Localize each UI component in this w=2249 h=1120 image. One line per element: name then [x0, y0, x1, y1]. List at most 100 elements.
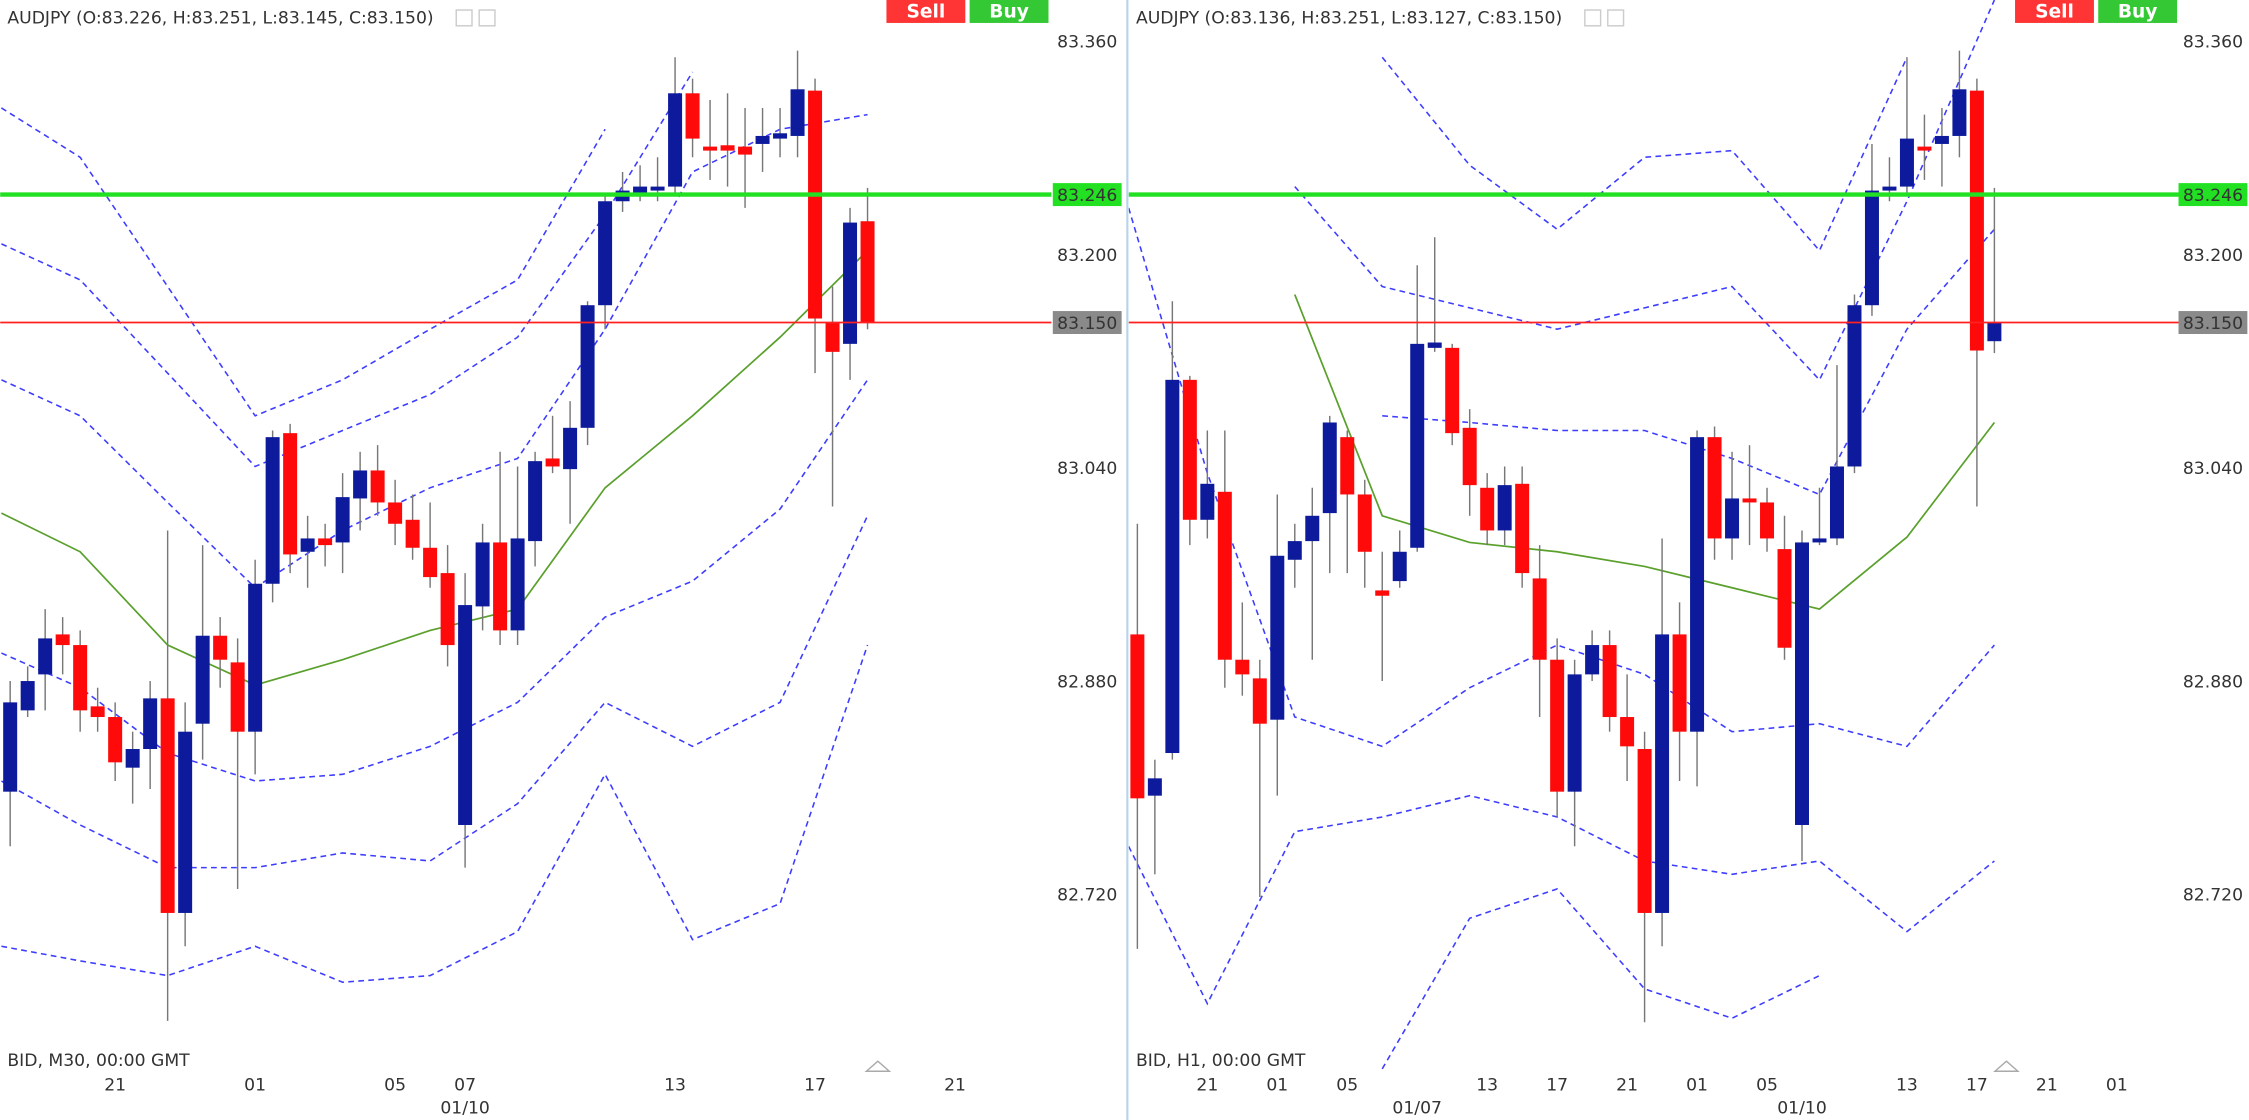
- candle-body: [1934, 135, 1949, 144]
- candle-body: [668, 93, 683, 187]
- candle-body: [1235, 659, 1250, 675]
- candle-body: [773, 133, 788, 139]
- trade-button[interactable]: [2098, 0, 2178, 23]
- x-date-label: 01/10: [440, 1099, 490, 1119]
- candle-body: [685, 93, 700, 139]
- trade-button-label[interactable]: Sell: [906, 2, 945, 23]
- title-icon: [455, 9, 473, 27]
- y-tick-label: 82.720: [2183, 886, 2243, 906]
- band-line: [1, 113, 868, 589]
- candle-body: [20, 681, 35, 711]
- x-tick-label: 21: [2036, 1076, 2058, 1096]
- candle-body: [1812, 538, 1827, 543]
- candle-body: [1952, 89, 1967, 136]
- candle-body: [1777, 549, 1792, 648]
- candle-body: [1515, 483, 1530, 574]
- candle-body: [38, 638, 53, 675]
- candle-body: [388, 502, 403, 524]
- x-tick-label: 01: [1266, 1076, 1288, 1096]
- candle-body: [1532, 578, 1547, 660]
- trade-button[interactable]: [969, 0, 1049, 23]
- x-tick-label: 17: [1966, 1076, 1988, 1096]
- band-line: [1, 379, 869, 782]
- candle-body: [108, 717, 123, 763]
- candle-body: [720, 145, 735, 151]
- price-tag-label: 83.150: [2183, 314, 2243, 334]
- price-tag: [1052, 183, 1122, 207]
- candle-body: [55, 634, 70, 646]
- candle-body: [248, 583, 263, 732]
- candle-body: [1130, 634, 1145, 799]
- candle-body: [1462, 427, 1477, 486]
- trade-button-label[interactable]: Sell: [2035, 2, 2074, 23]
- candle-body: [213, 635, 228, 660]
- chart-footer: BID, H1, 00:00 GMT: [1136, 1051, 1306, 1071]
- candle-body: [370, 470, 385, 503]
- band-line: [0, 107, 606, 417]
- chart-title: AUDJPY (O:83.226, H:83.251, L:83.145, C:…: [7, 9, 433, 29]
- scroll-marker: [864, 1060, 892, 1072]
- candle-body: [1567, 674, 1582, 792]
- price-tag-label: 83.150: [1057, 314, 1117, 334]
- chart-panel: 83.246 83.150 83.360 83.200 83.040 82.880 82.7…: [1128, 0, 2248, 1119]
- x-tick-label: 05: [384, 1076, 406, 1096]
- price-tag: [2178, 183, 2248, 207]
- trade-button-label[interactable]: Buy: [989, 2, 1029, 23]
- candle-body: [790, 89, 805, 136]
- trade-button-label[interactable]: Buy: [2118, 2, 2158, 23]
- candle-body: [1725, 498, 1740, 539]
- candle-body: [1585, 645, 1600, 675]
- candle-body: [1760, 502, 1775, 539]
- x-tick-label: 21: [104, 1076, 126, 1096]
- x-tick-label: 17: [804, 1076, 826, 1096]
- title-icon: [1584, 9, 1602, 27]
- candle-body: [598, 201, 613, 306]
- candle-body: [1410, 343, 1425, 548]
- y-tick-label: 82.880: [1057, 672, 1117, 692]
- trade-button[interactable]: [886, 0, 966, 23]
- candle-body: [1742, 498, 1757, 503]
- candle-body: [125, 749, 140, 768]
- candle-body: [1182, 379, 1197, 520]
- candle-body: [1427, 342, 1442, 348]
- plot-area: [1128, 0, 2002, 1070]
- candle-body: [335, 497, 350, 543]
- candle-body: [545, 458, 560, 467]
- candle-body: [1899, 138, 1914, 187]
- trade-button[interactable]: [2015, 0, 2094, 23]
- candle-body: [1200, 483, 1215, 520]
- candle-body: [1620, 717, 1635, 747]
- candle-body: [1217, 491, 1232, 660]
- candle-body: [860, 221, 875, 323]
- candle-body: [1917, 146, 1932, 151]
- candle-body: [1655, 634, 1670, 913]
- candle-body: [475, 542, 490, 607]
- x-tick-label: 21: [944, 1076, 966, 1096]
- candle-body: [405, 519, 420, 548]
- candle-body: [1375, 590, 1390, 596]
- moving-average: [1, 249, 869, 686]
- y-tick-label: 83.360: [2183, 33, 2243, 53]
- y-tick-label: 83.360: [1057, 33, 1117, 53]
- candle-body: [1357, 494, 1372, 552]
- candle-body: [73, 645, 88, 711]
- candle-body: [1270, 555, 1285, 720]
- x-tick-label: 01: [1686, 1076, 1708, 1096]
- candle-body: [423, 547, 438, 578]
- candle-body: [440, 573, 455, 646]
- candle-body: [143, 698, 158, 750]
- candle-body: [160, 698, 175, 913]
- candle-body: [1690, 437, 1705, 732]
- y-tick-label: 82.880: [2183, 672, 2243, 692]
- candle-body: [528, 461, 543, 542]
- y-tick-label: 83.200: [2183, 246, 2243, 266]
- candle-body: [3, 702, 18, 792]
- price-tag: [1052, 311, 1122, 335]
- band-line: [1, 71, 694, 468]
- candle-body: [1480, 487, 1495, 531]
- candle-body: [1147, 778, 1162, 796]
- x-tick-label: 01: [244, 1076, 266, 1096]
- price-tag-label: 83.246: [1057, 186, 1117, 206]
- x-date-label: 01/10: [1777, 1099, 1827, 1119]
- y-tick-label: 83.200: [1057, 246, 1117, 266]
